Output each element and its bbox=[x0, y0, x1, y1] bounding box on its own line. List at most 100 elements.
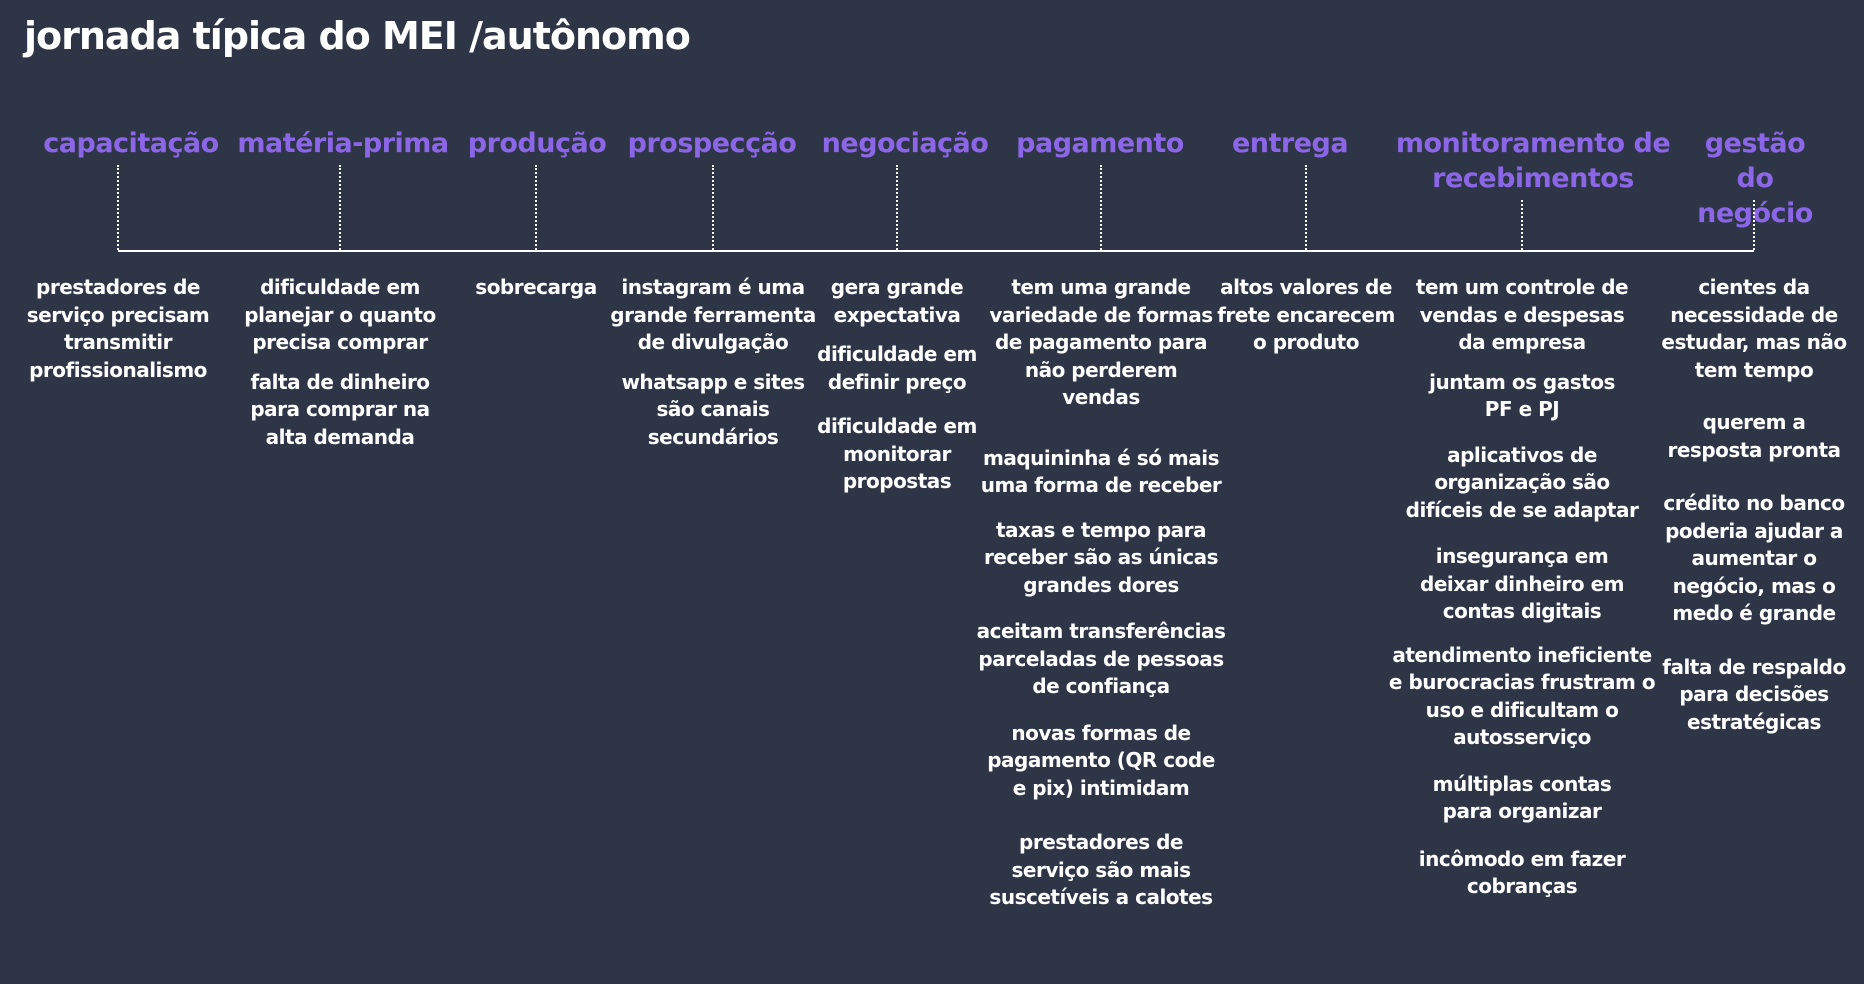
page-title: jornada típica do MEI /autônomo bbox=[24, 14, 691, 58]
note-line: múltiplas contas bbox=[1432, 771, 1612, 796]
stage-connector-entrega bbox=[1305, 165, 1307, 250]
note-line: autosserviço bbox=[1453, 725, 1591, 749]
note-line: crédito no banco bbox=[1663, 491, 1845, 515]
note-line: receber são as únicas bbox=[983, 545, 1219, 569]
note: dificuldade em planejar o quanto precisa c… bbox=[244, 274, 436, 357]
stage-label-gesto: gestão do negócio bbox=[1697, 126, 1813, 231]
note: falta de respaldo para decisões estratégic… bbox=[1662, 654, 1846, 737]
note-line: sobrecarga bbox=[475, 275, 597, 299]
note-line: definir preço bbox=[827, 369, 967, 394]
note-line: grande ferramenta bbox=[610, 302, 816, 327]
note-line: necessidade de bbox=[1670, 302, 1838, 327]
note: atendimento ineficiente e burocracias fru… bbox=[1388, 642, 1656, 752]
note-line: pagamento (QR code bbox=[987, 748, 1215, 772]
note: falta de dinheiro para comprar na alta dem… bbox=[250, 369, 430, 452]
note-line: para decisões bbox=[1679, 682, 1829, 706]
note-line: poderia ajudar a bbox=[1665, 518, 1843, 543]
stage-label-prospeco: prospecção bbox=[628, 126, 797, 161]
note: whatsapp e sites são canais secundários bbox=[621, 369, 805, 452]
note-line: insegurança em bbox=[1435, 544, 1609, 568]
note: maquininha é só mais uma forma de receber bbox=[981, 445, 1222, 500]
note: dificuldade em monitorar propostas bbox=[817, 413, 977, 496]
note-line: dificuldade em bbox=[817, 342, 977, 366]
stage-connector-monitoramento bbox=[1521, 200, 1523, 250]
note-line: dificuldade em bbox=[260, 275, 420, 299]
note-line: serviço são mais bbox=[1011, 857, 1191, 882]
stage-connector-negociao bbox=[896, 165, 898, 250]
note-line: são canais bbox=[656, 397, 770, 421]
note-line: suscetíveis a calotes bbox=[989, 885, 1213, 909]
stage-label-negociao: negociação bbox=[822, 126, 989, 161]
note: cientes da necessidade de estudar, mas não… bbox=[1661, 274, 1847, 384]
note-line: secundários bbox=[647, 424, 779, 449]
note-line: instagram é uma bbox=[621, 275, 805, 299]
note: novas formas de pagamento (QR code e pix) … bbox=[987, 720, 1215, 803]
stage-label-line: matéria-prima bbox=[237, 128, 449, 159]
stage-label-line: monitoramento de bbox=[1395, 128, 1671, 159]
note-line: de pagamento para bbox=[994, 330, 1208, 354]
note-line: tem uma grande bbox=[1011, 275, 1191, 299]
note: instagram é uma grande ferramenta de divul… bbox=[610, 274, 816, 357]
note: aplicativos de organização são difíceis de… bbox=[1406, 442, 1639, 525]
note-line: de divulgação bbox=[637, 330, 789, 354]
note-line: planejar o quanto bbox=[244, 302, 436, 327]
note: tem uma grande variedade de formas de paga… bbox=[989, 274, 1213, 412]
note: juntam os gastos PF e PJ bbox=[1429, 369, 1615, 424]
note-line: o produto bbox=[1253, 330, 1359, 354]
note-line: resposta pronta bbox=[1667, 437, 1841, 462]
note-line: uma forma de receber bbox=[980, 473, 1222, 497]
note: tem um controle de vendas e despesas da em… bbox=[1415, 274, 1629, 357]
note-line: falta de dinheiro bbox=[250, 369, 430, 394]
note-line: transmitir bbox=[63, 330, 173, 354]
note-line: estudar, mas não bbox=[1661, 330, 1847, 354]
note-line: expectativa bbox=[833, 302, 961, 327]
timeline-axis bbox=[118, 250, 1754, 252]
note-line: e pix) intimidam bbox=[1012, 775, 1190, 800]
note: crédito no banco poderia ajudar a aumentar… bbox=[1663, 490, 1845, 628]
note-line: variedade de formas bbox=[989, 302, 1213, 327]
note-line: negócio, mas o bbox=[1672, 573, 1836, 598]
note: prestadores de serviço são mais suscetívei… bbox=[989, 829, 1213, 912]
note-line: whatsapp e sites bbox=[621, 369, 805, 394]
note-line: prestadores de bbox=[36, 275, 200, 299]
note-line: querem a bbox=[1702, 410, 1806, 434]
note-line: maquininha é só mais bbox=[982, 445, 1220, 470]
note-line: profissionalismo bbox=[29, 357, 207, 382]
note-line: falta de respaldo bbox=[1662, 654, 1846, 679]
note-line: parceladas de pessoas bbox=[978, 646, 1224, 671]
note-line: altos valores de bbox=[1220, 275, 1392, 299]
note-line: prestadores de bbox=[1019, 830, 1183, 854]
note-line: estratégicas bbox=[1687, 709, 1821, 734]
note-line: para comprar na bbox=[250, 397, 430, 421]
note: prestadores de serviço precisam transmitir… bbox=[26, 274, 210, 384]
stage-label-line: negócio bbox=[1697, 198, 1813, 229]
stage-label-line: capacitação bbox=[43, 128, 219, 159]
note-line: monitorar bbox=[843, 441, 951, 466]
note-line: deixar dinheiro em bbox=[1420, 571, 1625, 596]
note-line: serviço precisam bbox=[26, 302, 210, 327]
stage-label-line: entrega bbox=[1231, 128, 1349, 159]
stage-label-capacitao: capacitação bbox=[43, 126, 219, 161]
stage-connector-pagamento bbox=[1100, 165, 1102, 250]
stage-label-pagamento: pagamento bbox=[1016, 126, 1184, 161]
note-line: novas formas de bbox=[1011, 720, 1191, 745]
note-line: grandes dores bbox=[1023, 572, 1179, 597]
note-line: propostas bbox=[842, 469, 952, 493]
note: querem a resposta pronta bbox=[1667, 409, 1841, 464]
note-line: dificuldade em bbox=[817, 414, 977, 438]
note-line: cobranças bbox=[1466, 874, 1578, 898]
note-line: PF e PJ bbox=[1484, 397, 1560, 421]
stage-label-produo: produção bbox=[468, 126, 607, 161]
note: dificuldade em definir preço bbox=[817, 341, 977, 396]
stage-label-line: gestão do bbox=[1704, 128, 1806, 194]
note-line: tem um controle de bbox=[1415, 275, 1629, 299]
note-line: aplicativos de bbox=[1447, 442, 1597, 467]
note-line: frete encarecem bbox=[1217, 302, 1395, 327]
note: taxas e tempo para receber são as únicas g… bbox=[983, 517, 1219, 600]
note-line: e burocracias frustram o bbox=[1388, 670, 1656, 694]
note: altos valores de frete encarecem o produto bbox=[1217, 274, 1395, 357]
note-line: medo é grande bbox=[1672, 601, 1836, 625]
note-line: incômodo em fazer bbox=[1418, 846, 1626, 871]
note-line: aumentar o bbox=[1691, 546, 1818, 570]
note-line: para organizar bbox=[1442, 799, 1602, 823]
